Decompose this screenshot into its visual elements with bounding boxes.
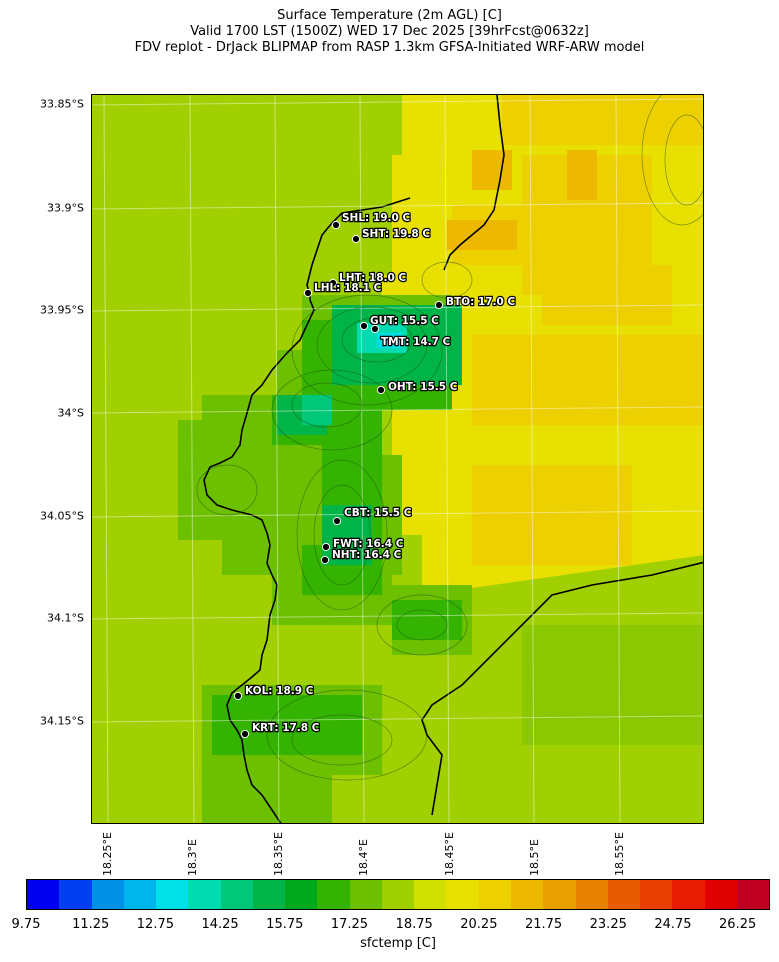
colorbar-swatch [317, 880, 350, 909]
station-marker-gut[interactable] [359, 321, 369, 331]
station-label-lht: LHT: 18.0 C [339, 272, 406, 284]
colorbar-tick-label: 17.25 [330, 917, 369, 932]
colorbar-tick-label: 11.25 [72, 917, 110, 932]
coastline-west [203, 197, 411, 823]
lat-tick-5: 34.05°S [40, 509, 84, 523]
station-marker-sht[interactable] [351, 234, 361, 244]
station-marker-shl[interactable] [331, 220, 341, 230]
colorbar-tick-label: 24.75 [654, 917, 692, 932]
colorbar-swatch [59, 880, 92, 909]
colorbar-tick-label: 23.25 [589, 917, 627, 932]
station-marker-nht[interactable] [320, 555, 330, 565]
lon-tick-1: 18.25°E [101, 832, 114, 876]
colorbar-tick-label: 12.75 [136, 917, 174, 932]
lon-tick-7: 18.55°E [613, 832, 626, 876]
station-marker-kol[interactable] [233, 691, 243, 701]
colorbar-swatch [640, 880, 673, 909]
colorbar-swatch [381, 880, 415, 909]
colorbar-swatch [91, 880, 124, 909]
colorbar-swatch [607, 880, 641, 909]
station-marker-fwt[interactable] [321, 542, 331, 552]
colorbar-tick-label: 9.75 [11, 917, 41, 932]
lat-tick-2: 33.9°S [47, 201, 84, 215]
lon-tick-3: 18.35°E [272, 832, 285, 876]
title-line-1: Surface Temperature (2m AGL) [C] [277, 8, 502, 23]
station-marker-tmt[interactable] [370, 324, 380, 334]
station-label-shl: SHL: 19.0 C [342, 212, 410, 224]
station-label-tmt: TMT: 14.7 C [381, 336, 451, 348]
colorbar-swatch [736, 880, 770, 909]
colorbar-swatch [414, 880, 447, 909]
station-label-bto: BTO: 17.0 C [446, 296, 516, 308]
station-marker-oht[interactable] [376, 385, 386, 395]
colorbar-swatch [672, 880, 705, 909]
station-label-sht: SHT: 19.8 C [362, 228, 430, 240]
lat-tick-7: 34.15°S [40, 714, 84, 728]
station-label-fwt: FWT: 16.4 C [333, 538, 404, 550]
table-mountain-summit [302, 323, 407, 425]
coastline-false-bay [421, 561, 703, 816]
colorbar-swatch [704, 880, 737, 909]
colorbar-swatch [510, 880, 544, 909]
hottest-patches [447, 150, 597, 250]
graticule [92, 95, 703, 823]
title-line-2: Valid 1700 LST (1500Z) WED 17 Dec 2025 [… [190, 24, 589, 39]
terrain-contours [196, 95, 703, 781]
station-label-lhl: LHL: 18.1 C [314, 282, 382, 294]
lon-tick-6: 18.5°E [528, 839, 541, 876]
colorbar-tick-label: 26.25 [719, 917, 757, 932]
colorbar-swatch [156, 880, 189, 909]
station-label-krt: KRT: 17.8 C [252, 722, 320, 734]
colorbar-swatch [349, 880, 382, 909]
colorbar-tick-label: 18.75 [395, 917, 433, 932]
lon-tick-4: 18.4°E [357, 839, 370, 876]
hot-inland-patches [452, 95, 702, 565]
colorbar-tick-label: 15.75 [266, 917, 304, 932]
colorbar-tick-label: 14.25 [201, 917, 239, 932]
colorbar-swatch [285, 880, 318, 909]
station-label-cbt: CBT: 15.5 C [344, 507, 412, 519]
colorbar-swatch [220, 880, 253, 909]
colorbar-label: sfctemp [C] [360, 936, 436, 951]
lat-tick-6: 34.1°S [47, 611, 84, 625]
colorbar-tick-label: 21.75 [524, 917, 563, 932]
colorbar-swatch [188, 880, 221, 909]
colorbar-swatch [27, 880, 60, 909]
station-marker-lht[interactable] [328, 278, 338, 288]
lon-tick-5: 18.45°E [443, 832, 456, 876]
map-panel[interactable]: SHL: 19.0 C SHT: 19.8 C LHT: 18.0 C LHL: 18… [91, 94, 704, 824]
lat-tick-1: 33.85°S [40, 97, 84, 111]
station-marker-krt[interactable] [240, 729, 250, 739]
colorbar [26, 879, 770, 910]
colorbar-swatch [543, 880, 576, 909]
lat-tick-4: 34°S [57, 406, 84, 420]
colorbar-swatch [252, 880, 286, 909]
station-label-nht: NHT: 16.4 C [332, 549, 402, 561]
colorbar-swatch [446, 880, 479, 909]
station-marker-cbt[interactable] [332, 516, 342, 526]
colorbar-tick-label: 20.25 [460, 917, 498, 932]
station-label-gut: GUT: 15.5 C [370, 315, 439, 327]
station-label-oht: OHT: 15.5 C [388, 381, 458, 393]
colorbar-swatch [575, 880, 608, 909]
colorbar-swatch [123, 880, 157, 909]
title-line-3: FDV replot - DrJack BLIPMAP from RASP 1.… [134, 40, 645, 55]
lon-tick-2: 18.3°E [186, 839, 199, 876]
colorbar-swatch [478, 880, 511, 909]
mountain-peaks [277, 305, 462, 565]
title-block: Surface Temperature (2m AGL) [C] Valid 1… [0, 8, 779, 56]
lat-tick-3: 33.95°S [40, 303, 84, 317]
coastline-north [443, 95, 505, 271]
station-label-kol: KOL: 18.9 C [245, 685, 314, 697]
station-marker-bto[interactable] [434, 300, 444, 310]
southeast-plain-shade [522, 625, 703, 745]
station-marker-lhl[interactable] [303, 288, 313, 298]
